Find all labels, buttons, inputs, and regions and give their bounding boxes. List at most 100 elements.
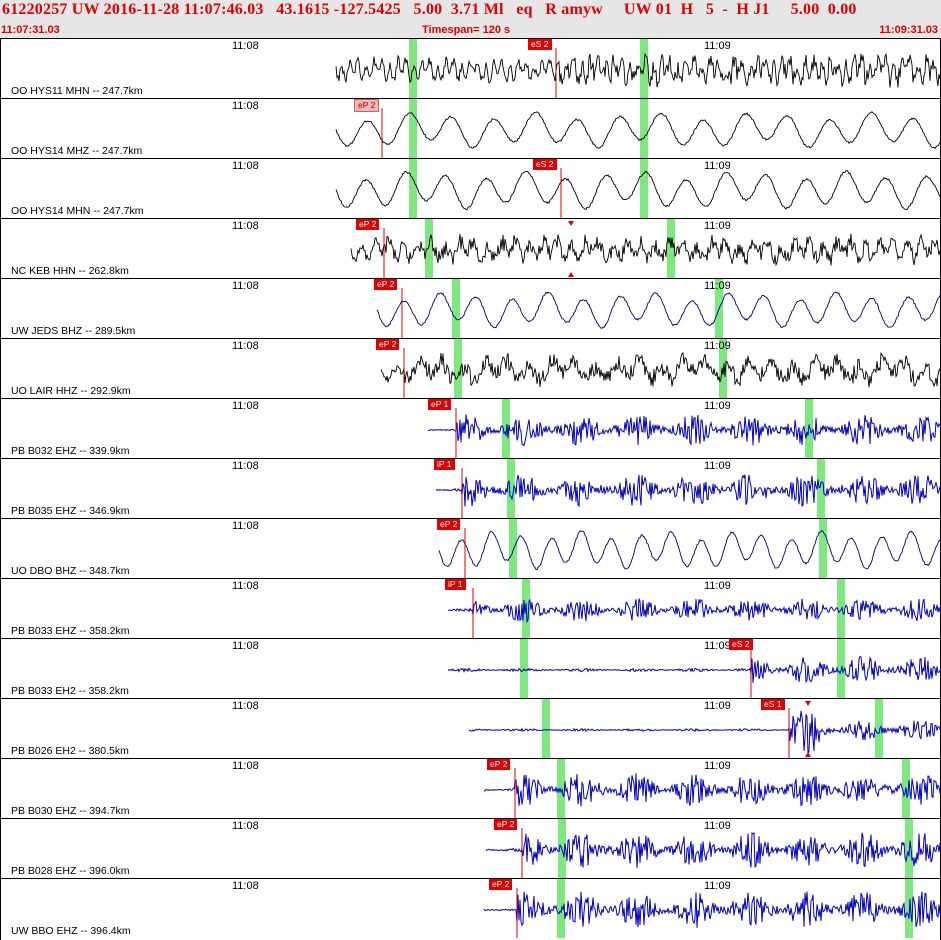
waveform-line <box>468 710 941 755</box>
station-label: PB B035 EHZ -- 346.9km <box>11 505 130 517</box>
station-label: NC KEB HHN -- 262.8km <box>11 265 129 277</box>
amplitude-triangle-icon <box>805 701 811 706</box>
phase-marker <box>817 459 825 518</box>
phase-marker <box>557 759 565 818</box>
phase-pick-tag[interactable]: iP 1 <box>434 459 455 470</box>
waveform-svg <box>376 279 941 338</box>
waveform-line <box>483 891 941 928</box>
waveform-line <box>447 655 941 684</box>
waveform-svg <box>350 219 941 278</box>
time-tick-label: 11:08 <box>232 760 259 772</box>
station-label: UO DBO BHZ -- 348.7km <box>11 565 130 577</box>
phase-marker <box>640 159 648 218</box>
trace-row[interactable]: 11:08 11:09 eP 2 UW BBO EHZ -- 396.4km <box>1 878 941 938</box>
phase-pick-tag[interactable]: eP 2 <box>437 519 461 530</box>
phase-marker <box>502 399 510 458</box>
time-tick-label: 11:08 <box>232 400 259 412</box>
time-tick-label: 11:08 <box>232 280 259 292</box>
waveform-svg <box>335 39 941 98</box>
time-tick-label: 11:09 <box>704 580 731 592</box>
phase-marker <box>905 879 913 938</box>
phase-pick-tag[interactable]: eS 2 <box>528 39 552 50</box>
phase-marker <box>409 99 417 158</box>
time-tick-label: 11:09 <box>704 340 731 352</box>
waveform-line <box>335 111 941 150</box>
time-tick-label: 11:08 <box>232 820 259 832</box>
time-tick-label: 11:08 <box>232 220 259 232</box>
time-tick-label: 11:08 <box>232 880 259 892</box>
waveform-line <box>376 291 941 329</box>
trace-row[interactable]: 11:08 eP 2 UO DBO BHZ -- 348.7km <box>1 518 941 578</box>
phase-marker <box>819 519 827 578</box>
time-tick-label: 11:08 <box>232 340 259 352</box>
event-title: 61220257 UW 2016-11-28 11:07:46.03 43.16… <box>2 1 857 18</box>
phase-marker <box>875 699 883 758</box>
phase-pick-tag[interactable]: eS 2 <box>533 159 557 170</box>
station-label: UW BBO EHZ -- 396.4km <box>11 925 131 937</box>
waveform-line <box>335 52 941 88</box>
phase-marker <box>667 219 675 278</box>
trace-row[interactable]: 11:08 11:09 eS 1 PB B026 EH2 -- 380.5km <box>1 698 941 758</box>
waveform-svg <box>447 639 941 698</box>
trace-row[interactable]: 11:08 11:09 eP 2 UO LAIR HHZ -- 292.9km <box>1 338 941 398</box>
trace-row[interactable]: 11:08 11:09 eS 2 PB B033 EH2 -- 358.2km <box>1 638 941 698</box>
time-tick-label: 11:09 <box>704 400 731 412</box>
trace-row[interactable]: 11:08 11:09 eP 1 PB B032 EHZ -- 339.9km <box>1 398 941 458</box>
time-tick-label: 11:09 <box>704 40 731 52</box>
phase-pick-tag[interactable]: iP 1 <box>445 579 466 590</box>
waveform-svg <box>438 519 941 578</box>
phase-pick-tag[interactable]: eP 2 <box>494 819 518 830</box>
waveform-svg <box>380 339 941 398</box>
trace-row[interactable]: 11:08 eP 2 OO HYS14 MHZ -- 247.7km <box>1 98 941 158</box>
time-tick-label: 11:09 <box>704 160 731 172</box>
time-tick-label: 11:09 <box>704 880 731 892</box>
phase-pick-tag[interactable]: eP 2 <box>487 759 511 770</box>
time-tick-label: 11:09 <box>704 460 731 472</box>
phase-pick-tag[interactable]: eP 1 <box>428 399 452 410</box>
trace-row[interactable]: 11:08 11:09 eP 2 UW JEDS BHZ -- 289.5km <box>1 278 941 338</box>
phase-pick-tag[interactable]: eS 2 <box>729 639 753 650</box>
time-tick-label: 11:08 <box>232 640 259 652</box>
trace-row[interactable]: 11:08 11:09 eS 2 OO HYS14 MHN -- 247.7km <box>1 158 941 218</box>
phase-marker <box>507 459 515 518</box>
phase-marker <box>719 339 727 398</box>
trace-row[interactable]: 11:08 11:09 eP 2 PB B030 EHZ -- 394.7km <box>1 758 941 818</box>
time-tick-label: 11:09 <box>704 280 731 292</box>
time-tick-label: 11:09 <box>704 220 731 232</box>
waveform-svg <box>427 399 941 458</box>
station-label: PB B033 EHZ -- 358.2km <box>11 625 130 637</box>
trace-row[interactable]: 11:08 11:09 eP 2 NC KEB HHN -- 262.8km <box>1 218 941 278</box>
trace-row[interactable]: 11:08 11:09 iP 1 PB B033 EHZ -- 358.2km <box>1 578 941 638</box>
phase-marker <box>425 219 433 278</box>
waveform-line <box>447 598 941 624</box>
station-label: UW JEDS BHZ -- 289.5km <box>11 325 136 337</box>
waveform-svg <box>447 579 941 638</box>
trace-row[interactable]: 11:08 11:09 eP 2 PB B028 EHZ -- 396.0km <box>1 818 941 878</box>
waveform-svg <box>335 99 941 158</box>
time-tick-label: 11:08 <box>232 100 259 112</box>
time-tick-label: 11:09 <box>704 760 731 772</box>
waveform-line <box>380 351 941 388</box>
phase-pick-tag[interactable]: eP 2 <box>374 279 398 290</box>
phase-pick-tag[interactable]: eP 2 <box>376 339 400 350</box>
trace-row[interactable]: 11:08 11:09 iP 1 PB B035 EHZ -- 346.9km <box>1 458 941 518</box>
time-tick-label: 11:09 <box>704 700 731 712</box>
phase-pick-tag[interactable]: eP 2 <box>356 219 380 230</box>
station-label: OO HYS11 MHN -- 247.7km <box>11 85 143 97</box>
phase-pick-tag[interactable]: eP 2 <box>489 879 513 890</box>
time-tick-label: 11:08 <box>232 580 259 592</box>
phase-marker <box>542 699 550 758</box>
trace-row[interactable]: 11:08 11:09 eS 2 OO HYS11 MHN -- 247.7km <box>1 38 941 98</box>
waveform-svg <box>484 759 941 818</box>
phase-pick-tag[interactable]: eS 1 <box>761 699 785 710</box>
timespan-label: Timespan= 120 s <box>422 24 511 36</box>
start-time: 11:07:31.03 <box>1 24 60 36</box>
time-tick-label: 11:09 <box>704 640 731 652</box>
phase-marker <box>409 159 417 218</box>
amplitude-triangle-icon <box>568 221 574 226</box>
seismogram-panel[interactable]: 11:08 11:09 eS 2 OO HYS11 MHN -- 247.7km 11:… <box>0 38 941 940</box>
phase-marker <box>452 279 460 338</box>
time-tick-label: 11:08 <box>232 700 259 712</box>
time-tick-label: 11:08 <box>232 460 259 472</box>
phase-pick-tag[interactable]: eP 2 <box>354 99 380 112</box>
